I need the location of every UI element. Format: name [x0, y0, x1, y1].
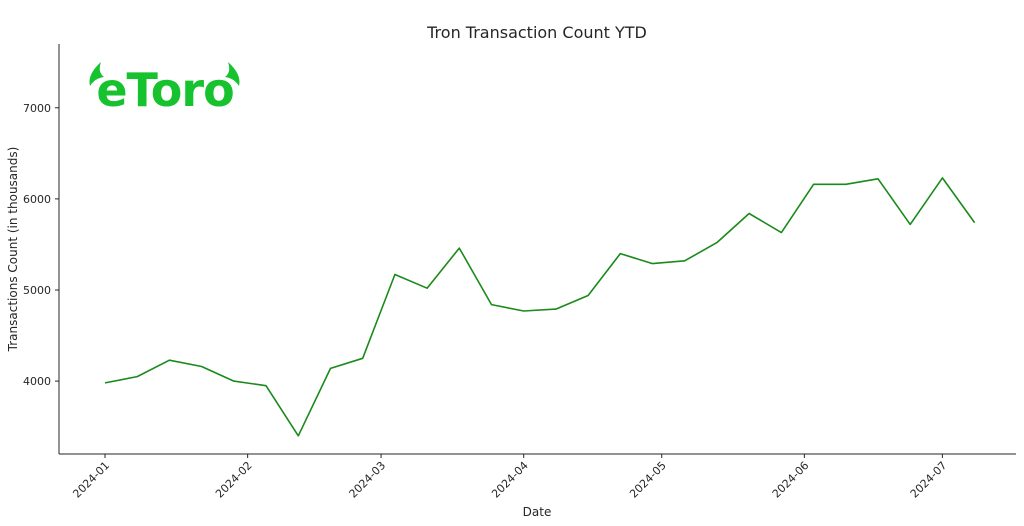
x-tick-label: 2024-03	[346, 459, 388, 501]
x-ticks: 2024-01 2024-02 2024-03 2024-04 2024-05 2024-…	[70, 454, 950, 501]
x-axis-label: Date	[523, 505, 552, 519]
x-tick-label: 2024-05	[627, 459, 669, 501]
etoro-logo: eToro	[89, 62, 240, 117]
x-tick-label: 2024-06	[770, 459, 812, 501]
x-tick-label: 2024-07	[908, 459, 950, 501]
y-tick-label: 7000	[23, 102, 51, 115]
chart-title: Tron Transaction Count YTD	[426, 23, 647, 42]
y-tick-label: 6000	[23, 193, 51, 206]
x-tick-label: 2024-04	[489, 459, 531, 501]
series-line	[104, 177, 976, 437]
svg-text:eToro: eToro	[96, 63, 233, 117]
y-axis-label: Transactions Count (in thousands)	[6, 147, 20, 353]
y-ticks: 4000 5000 6000 7000	[23, 102, 59, 388]
x-tick-label: 2024-01	[70, 459, 112, 501]
x-tick-label: 2024-02	[213, 459, 255, 501]
y-tick-label: 5000	[23, 284, 51, 297]
y-tick-label: 4000	[23, 375, 51, 388]
